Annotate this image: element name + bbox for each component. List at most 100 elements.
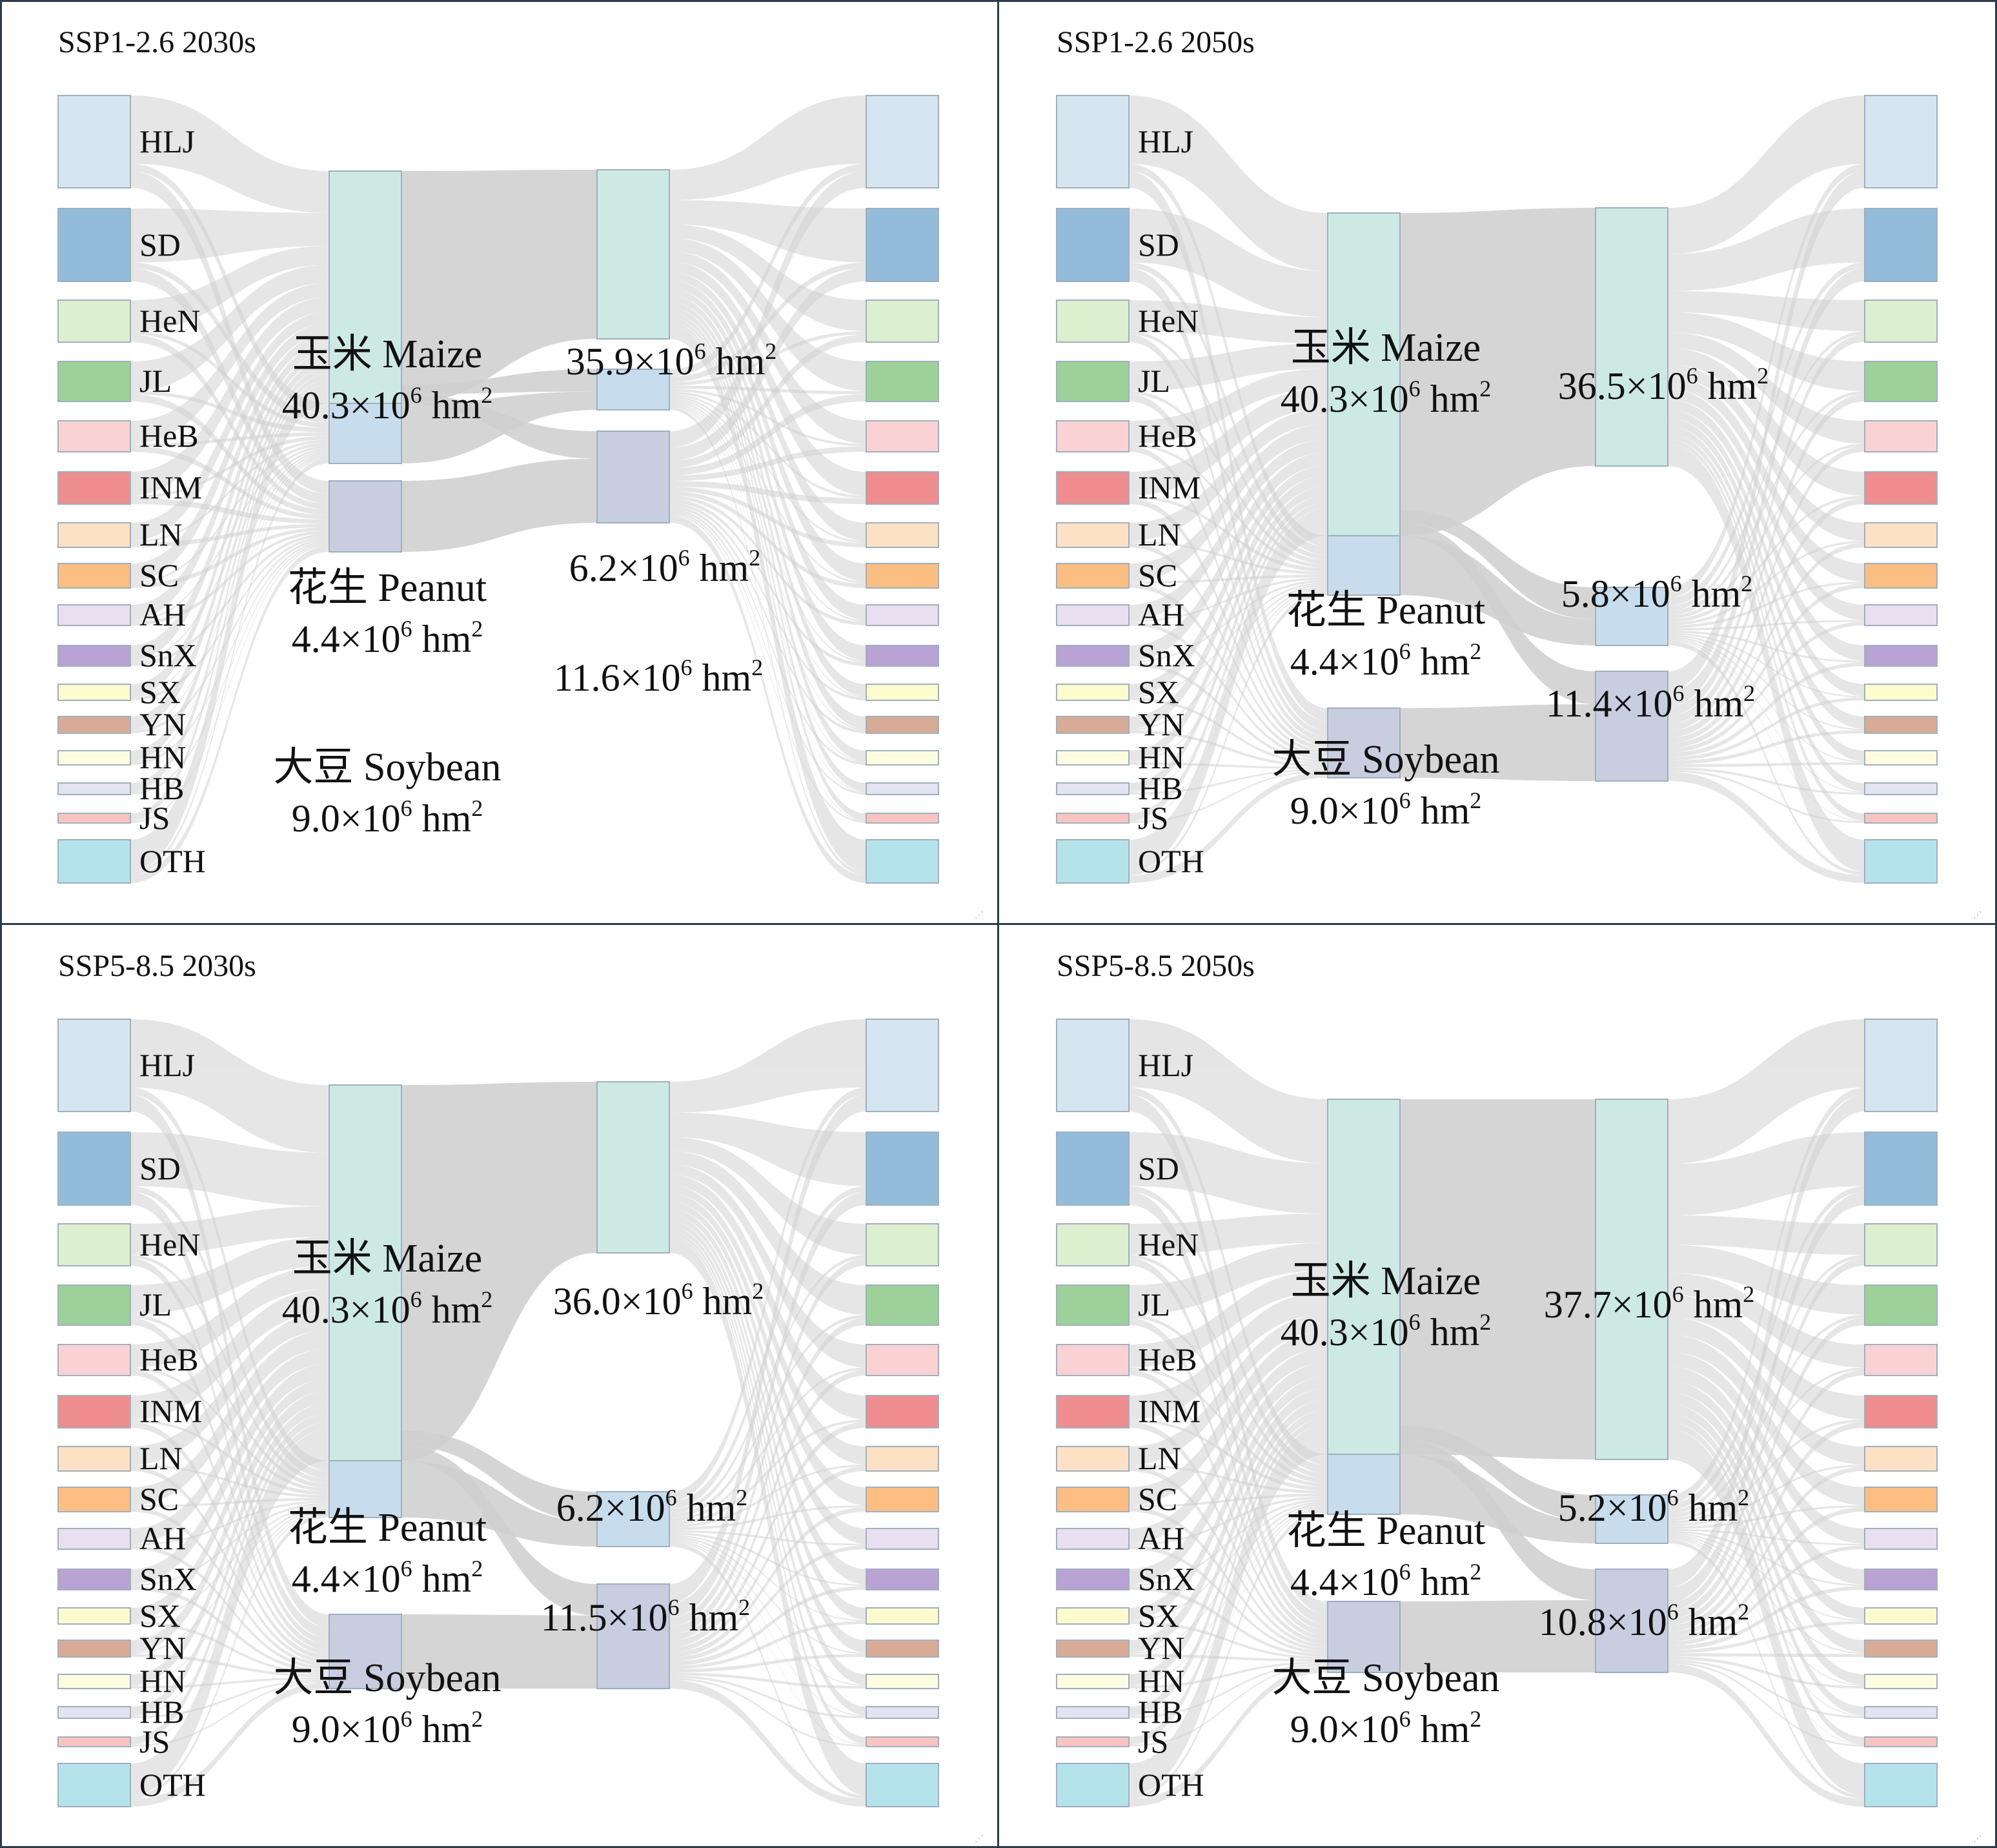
sankey-svg <box>1056 1019 1938 1807</box>
province-label-HN: HN <box>1138 739 1185 775</box>
node-left-HeB <box>1056 1344 1130 1376</box>
crop-label-maize: 玉米 Maize <box>292 332 483 376</box>
node-right-SC <box>1864 1487 1938 1512</box>
flow-fSoy-HN <box>1668 762 1865 767</box>
flow-fPeanut-HeN <box>669 331 866 386</box>
flow-AH-maize <box>130 334 329 620</box>
node-left-HN <box>57 1674 131 1689</box>
node-crop-maize <box>329 170 402 404</box>
flow-peanut-to-fPeanut <box>1400 536 1596 645</box>
future-area-maize: 36.5×106 hm2 <box>1557 363 1769 407</box>
flow-fSoy-SnX <box>1668 662 1865 757</box>
flow-HLJ-peanut <box>130 1087 329 1471</box>
node-left-SX <box>1056 684 1130 701</box>
node-right-SC <box>866 563 939 589</box>
flow-fSoy-LN <box>1668 543 1865 744</box>
flow-HB-peanut <box>1129 1507 1328 1716</box>
flow-SC-maize <box>130 1330 329 1506</box>
flow-SnX-soy <box>130 533 329 666</box>
node-right-HeN <box>866 1223 939 1266</box>
resize-handle-icon: ⋰ <box>975 1834 984 1844</box>
flow-fMaize-HeN <box>1668 1215 1865 1255</box>
flow-fPeanut-HB <box>1668 638 1865 793</box>
flow-HeN-peanut <box>1129 1255 1328 1479</box>
flow-SD-maize <box>1129 208 1328 318</box>
flow-HeB-peanut <box>1129 1367 1328 1487</box>
flow-fPeanut-INM <box>1668 1419 1865 1525</box>
flow-YN-maize <box>1129 1388 1328 1653</box>
node-left-HLJ <box>57 95 131 188</box>
flow-fPeanut-HB <box>1668 1537 1865 1716</box>
node-right-SD <box>866 208 939 282</box>
flow-fSoy-SnX <box>669 499 866 666</box>
future-area-peanut: 5.8×106 hm2 <box>1561 571 1753 615</box>
flow-SD-maize <box>130 208 329 263</box>
flow-LN-peanut <box>1129 541 1328 575</box>
flow-HeN-maize <box>1129 1213 1328 1255</box>
province-label-YN: YN <box>139 706 187 742</box>
node-left-AH <box>1056 1528 1130 1550</box>
node-left-HB <box>1056 1706 1130 1719</box>
flow-fSoy-INM <box>1668 498 1865 738</box>
node-left-JL <box>57 361 131 402</box>
flow-HeB-soy <box>130 446 329 520</box>
flow-fMaize-SC <box>1668 1334 1865 1506</box>
node-right-HN <box>1864 1674 1938 1689</box>
node-left-YN <box>57 1640 131 1658</box>
flow-fPeanut-AH <box>1668 1528 1865 1546</box>
province-label-HLJ: HLJ <box>1138 123 1194 159</box>
node-left-HB <box>57 782 131 795</box>
future-area-maize: 37.7×106 hm2 <box>1543 1281 1755 1326</box>
node-right-LN <box>866 522 939 548</box>
flow-peanut-to-fPeanut <box>401 391 597 463</box>
node-right-SX <box>1864 684 1938 701</box>
flow-fMaize-SX <box>669 301 866 696</box>
flow-HN-maize <box>130 1403 329 1685</box>
flow-fPeanut-YN <box>1668 1534 1865 1654</box>
flow-SC-peanut <box>1129 574 1328 584</box>
flow-SC-soy <box>130 527 329 588</box>
flow-SD-soy <box>1129 268 1328 731</box>
flow-fSoy-SD <box>1668 268 1865 707</box>
crop-area-maize: 40.3×106 hm2 <box>1280 1309 1492 1354</box>
flow-SnX-soy <box>1129 1586 1328 1658</box>
flow-fPeanut-SC <box>1668 582 1865 629</box>
province-label-INM: INM <box>1138 1393 1201 1429</box>
node-left-HLJ <box>1056 95 1130 188</box>
node-left-OTH <box>1056 1763 1130 1807</box>
province-label-SD: SD <box>1138 226 1179 263</box>
future-area-maize: 35.9×106 hm2 <box>565 338 777 383</box>
node-crop-peanut <box>329 403 402 464</box>
province-label-SnX: SnX <box>139 1561 197 1597</box>
flow-JL-soy <box>1129 1317 1328 1636</box>
flow-fSoy-OTH <box>669 515 866 883</box>
node-future-peanut <box>1595 587 1668 646</box>
province-label-JS: JS <box>139 1723 170 1760</box>
node-right-INM <box>866 1395 939 1428</box>
flow-fSoy-SX <box>1668 697 1865 761</box>
flow-SD-peanut <box>130 262 329 423</box>
flow-fMaize-HeB <box>1668 332 1865 444</box>
node-right-HeB <box>866 1344 939 1376</box>
node-right-JS <box>866 1736 939 1747</box>
crop-label-maize: 玉米 Maize <box>1290 326 1481 370</box>
flow-SnX-maize <box>130 1363 329 1585</box>
province-label-LN: LN <box>139 516 183 553</box>
flow-fMaize-HLJ <box>1668 1019 1865 1164</box>
flow-fSoy-INM <box>669 481 866 504</box>
node-left-HeN <box>1056 300 1130 343</box>
flow-fMaize-SC <box>669 1193 866 1506</box>
node-left-SD <box>57 1132 131 1206</box>
flow-OTH-soy <box>130 545 329 883</box>
flow-fSoy-AH <box>669 495 866 625</box>
province-label-HeN: HeN <box>1138 302 1199 339</box>
node-right-OTH <box>866 839 939 884</box>
flow-HLJ-soy <box>130 171 329 494</box>
node-right-HeB <box>1864 1344 1938 1376</box>
node-left-HB <box>57 1706 131 1719</box>
flow-fSoy-YN <box>669 505 866 733</box>
node-left-HeB <box>57 1344 131 1376</box>
flow-fMaize-AH <box>669 288 866 620</box>
flow-YN-soy <box>130 538 329 733</box>
flow-fSoy-HeN <box>669 334 866 469</box>
